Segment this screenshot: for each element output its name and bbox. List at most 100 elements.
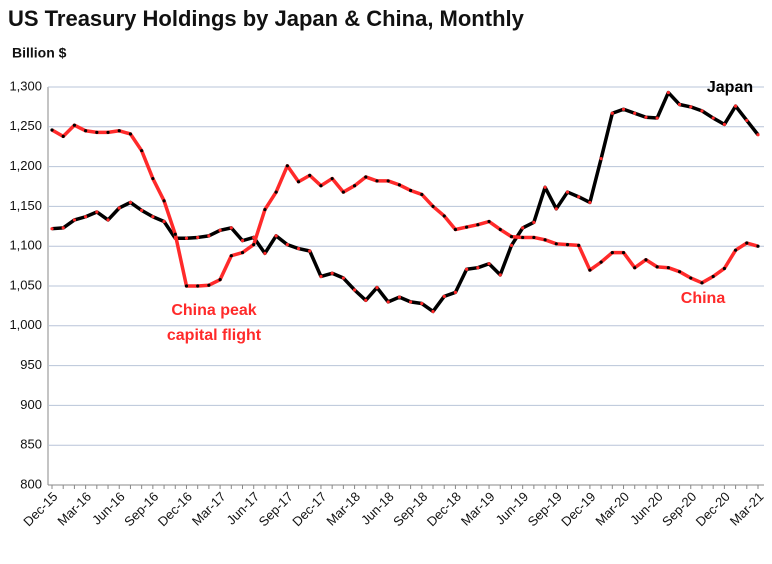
marker [308,173,312,177]
marker [431,309,435,314]
marker [476,266,480,270]
marker [184,236,189,240]
marker [677,270,682,274]
marker [644,258,648,262]
y-tick-label: 1,200 [9,158,42,173]
marker [140,149,144,153]
marker [341,190,345,194]
marker [453,227,458,232]
marker [543,185,547,189]
marker [240,250,245,255]
marker [207,234,211,238]
x-tick-label: Dec-18 [424,489,464,529]
marker [442,214,446,218]
marker [397,295,401,299]
x-tick-label: Mar-16 [54,489,94,529]
marker [409,188,413,193]
x-tick-label: Sep-19 [525,489,565,529]
marker [465,225,469,229]
marker [532,235,536,240]
x-tick-label: Jun-20 [627,489,666,528]
marker [352,184,357,188]
marker [263,251,267,255]
marker [554,207,558,211]
marker [72,218,77,222]
marker [218,228,222,232]
marker [162,199,166,203]
marker [588,200,592,205]
marker [386,179,390,183]
x-tick-label: Mar-18 [323,489,363,529]
marker [285,164,289,168]
marker [498,273,502,277]
x-tick-label: Dec-16 [155,489,195,529]
marker [196,235,200,240]
subtitle: Billion $ [12,45,67,61]
marker [173,232,177,236]
marker [263,207,267,212]
marker [722,266,726,271]
y-tick-label: 950 [20,357,42,372]
chart-title: US Treasury Holdings by Japan & China, M… [8,6,525,31]
marker [61,134,65,138]
marker [61,226,65,230]
marker [554,242,558,246]
marker [689,105,693,109]
marker [229,226,233,230]
marker [666,90,670,95]
y-tick-label: 1,100 [9,238,42,253]
marker [521,226,525,230]
marker [106,130,110,134]
marker [453,290,458,294]
marker [420,192,424,197]
marker [285,243,289,247]
marker [745,241,749,245]
marker [319,274,323,279]
marker [756,244,760,248]
marker [577,195,581,199]
marker [196,284,200,288]
marker [140,208,144,212]
marker [409,300,413,304]
marker [128,200,133,205]
marker [621,250,626,255]
marker [733,104,738,108]
marker [84,215,88,219]
marker [509,243,514,248]
marker [252,243,256,247]
marker [375,179,379,183]
marker [364,298,368,302]
series-line [51,123,759,288]
y-tick-label: 850 [20,437,42,452]
marker [565,190,570,194]
annotation: China peak [171,302,256,319]
marker [308,249,312,253]
marker [330,176,334,181]
series-label: Japan [707,79,753,96]
x-tick-label: Jun-19 [493,489,532,528]
marker [50,128,54,132]
marker [240,239,245,243]
marker [677,102,682,107]
x-tick-label: Mar-21 [727,489,767,529]
marker [711,274,715,279]
marker [487,219,491,224]
x-tick-label: Jun-16 [89,489,128,528]
marker [319,184,323,188]
marker [509,235,514,239]
y-tick-label: 1,050 [9,277,42,292]
marker [700,109,704,113]
x-tick-label: Sep-18 [390,489,430,529]
y-tick-label: 900 [20,397,42,412]
marker [498,227,502,232]
marker [543,238,547,242]
marker [274,234,278,238]
marker [352,288,357,292]
marker [431,204,435,208]
marker [375,285,379,290]
marker [599,260,603,264]
x-tick-label: Dec-20 [693,489,733,529]
marker [95,130,99,134]
marker [745,118,749,123]
